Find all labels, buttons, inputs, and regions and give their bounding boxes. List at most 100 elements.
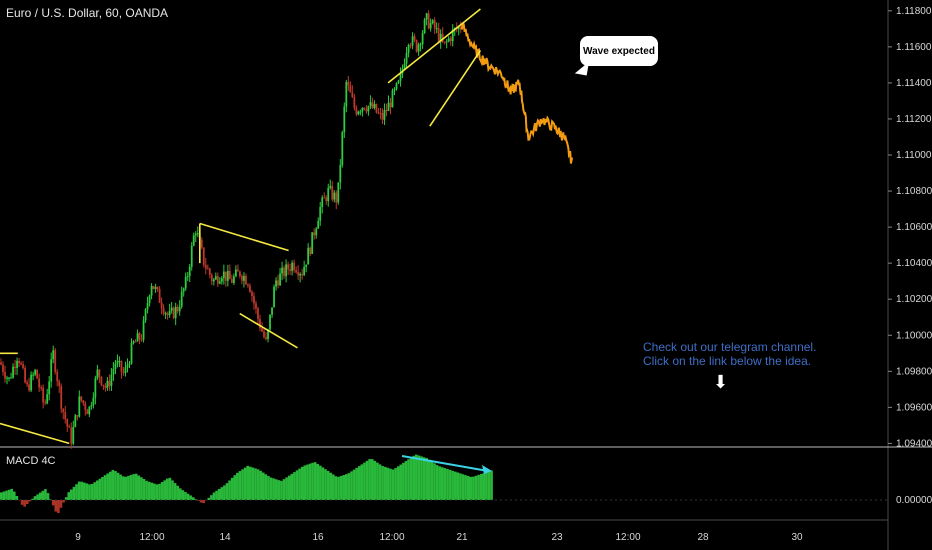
candle-body — [190, 245, 193, 267]
candle-body — [22, 364, 24, 368]
candle-body — [72, 427, 75, 444]
candle-body — [367, 106, 370, 112]
macd-bar — [166, 478, 169, 500]
macd-bar — [256, 469, 260, 500]
candle-body — [351, 92, 354, 98]
macd-bar — [287, 475, 291, 500]
divergence-line — [401, 455, 489, 472]
macd-bar — [350, 471, 353, 500]
macd-bar — [171, 480, 174, 500]
candle-body — [443, 41, 446, 43]
candle-body — [230, 279, 233, 283]
candle-body — [0, 362, 2, 365]
candle-body — [234, 269, 237, 277]
candle-body — [144, 309, 147, 321]
candle-body — [104, 385, 107, 388]
candle-body — [345, 82, 348, 107]
candle-body — [76, 415, 79, 417]
macd-bar — [363, 462, 366, 500]
candle-body — [48, 381, 51, 395]
macd-bar — [121, 476, 125, 500]
macd-bar — [272, 478, 275, 500]
macd-bar — [427, 459, 431, 500]
price-tick-label: 1.11200 — [896, 114, 932, 125]
candle-body — [275, 280, 277, 287]
macd-bar — [83, 482, 86, 500]
candle-body — [130, 343, 133, 364]
candle-body — [277, 280, 279, 286]
macd-bar — [347, 473, 351, 500]
macd-histogram: 0.00000 — [0, 454, 932, 514]
candle-body — [363, 107, 366, 110]
candle-body — [365, 109, 368, 112]
candle-body — [281, 267, 283, 274]
candle-body — [164, 313, 167, 315]
macd-bar — [339, 475, 343, 500]
candle-body — [397, 80, 400, 84]
macd-bar — [15, 496, 19, 500]
candle-body — [110, 374, 113, 387]
macd-divergence-arrow — [401, 455, 492, 474]
candle-body — [431, 20, 434, 24]
macd-bar — [155, 484, 159, 500]
candle-body — [156, 287, 159, 289]
macd-bar — [360, 464, 364, 500]
candle-body — [210, 274, 213, 282]
macd-bar — [160, 482, 164, 500]
candle-body — [339, 165, 342, 183]
macd-tick-label: 0.00000 — [896, 495, 932, 506]
price-tick-label: 1.10000 — [896, 330, 932, 341]
candle-body — [10, 377, 12, 379]
candle-body — [393, 89, 396, 91]
candle-body — [80, 396, 83, 401]
macd-bar — [116, 472, 120, 500]
macd-bar — [2, 491, 6, 500]
macd-bar — [225, 483, 229, 500]
candle-body — [170, 307, 173, 311]
candle-body — [423, 19, 426, 33]
macd-bar — [251, 467, 255, 500]
candle-body — [4, 372, 6, 379]
candle-body — [417, 44, 420, 52]
candle-body — [128, 363, 131, 365]
macd-bar — [293, 472, 296, 500]
macd-bar — [254, 468, 257, 500]
macd-bar — [168, 477, 172, 500]
macd-bar — [311, 462, 314, 500]
macd-bar — [210, 495, 213, 500]
candle-body — [98, 369, 101, 377]
down-arrow-icon: ⬇ — [713, 372, 729, 392]
candle-body — [208, 268, 211, 275]
macd-bar — [472, 476, 475, 500]
candle-body — [40, 387, 43, 389]
candle-body — [94, 378, 97, 398]
macd-bar — [7, 489, 11, 500]
candle-body — [405, 52, 408, 64]
candle-body — [152, 286, 155, 289]
candle-body — [196, 233, 199, 235]
time-tick-label: 14 — [219, 532, 231, 543]
note-line-1: Check out our telegram channel. — [643, 340, 817, 354]
candle-body — [160, 302, 163, 309]
macd-bar — [448, 469, 452, 500]
macd-bar — [20, 500, 24, 505]
macd-bar — [181, 490, 185, 500]
candle-body — [437, 28, 440, 42]
candle-body — [142, 320, 145, 340]
price-tick-label: 1.09400 — [896, 438, 932, 449]
macd-bar — [394, 468, 397, 500]
time-tick-label: 21 — [456, 532, 468, 543]
candle-body — [261, 328, 263, 332]
macd-bar — [75, 484, 78, 500]
candle-body — [212, 279, 215, 282]
candle-body — [299, 273, 302, 276]
macd-bar — [64, 497, 68, 500]
macd-bar — [163, 480, 167, 500]
macd-bar — [233, 475, 237, 500]
macd-bar — [54, 500, 58, 512]
candle-body — [14, 366, 16, 368]
candle-body — [263, 331, 265, 338]
macd-bar — [422, 457, 426, 500]
telegram-note: Check out our telegram channel. Click on… — [643, 340, 816, 368]
candle-body — [204, 264, 207, 269]
